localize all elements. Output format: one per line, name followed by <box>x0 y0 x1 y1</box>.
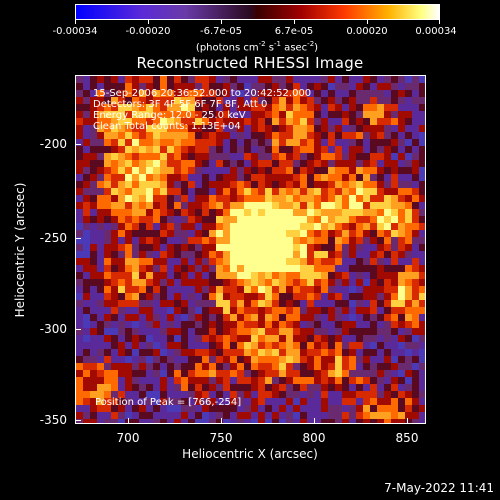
info-time-range: 15-Sep-2006 20:36:52.000 to 20:42:52.000 <box>93 88 312 99</box>
colorbar-tick-label: 0.00020 <box>346 26 388 37</box>
x-tick-label: 750 <box>209 431 233 445</box>
y-tick-label: -200 <box>39 137 67 151</box>
x-major-tick <box>314 418 315 424</box>
colorbar-tick <box>148 20 149 24</box>
x-axis-label: Heliocentric X (arcsec) <box>182 447 318 461</box>
y-tick-label: -350 <box>39 413 67 427</box>
colorbar-tick-label: 0.00034 <box>415 26 457 37</box>
x-major-tick <box>128 418 129 424</box>
image-plot-area <box>75 75 426 424</box>
colorbar-tick <box>221 20 222 24</box>
x-tick-label: 800 <box>302 431 326 445</box>
rhessi-image-heatmap <box>76 76 425 423</box>
colorbar-units: (photons cm-2 s-1 asec-2) <box>195 40 319 54</box>
y-axis-label: Heliocentric Y (arcsec) <box>13 182 27 318</box>
x-major-tick <box>221 418 222 424</box>
generation-timestamp: 7-May-2022 11:41 <box>384 481 494 495</box>
colorbar-tick-label: -0.00020 <box>125 26 171 37</box>
info-detectors: Detectors: 3F 4F 5F 6F 7F 8F, Att 0 <box>93 99 268 110</box>
y-major-tick <box>75 420 81 421</box>
x-tick-label: 850 <box>395 431 419 445</box>
y-tick-label: -300 <box>39 322 67 336</box>
info-peak-position: Position of Peak = [766,-254] <box>95 397 242 408</box>
colorbar-tick <box>75 20 76 24</box>
y-major-tick <box>75 144 81 145</box>
colorbar-tick-label: -6.7e-05 <box>200 26 242 37</box>
info-total-counts: Clean Total counts: 1.13E+04 <box>93 121 241 132</box>
colorbar-tick <box>367 20 368 24</box>
colorbar <box>75 4 440 20</box>
colorbar-tick <box>439 20 440 24</box>
x-major-tick <box>407 418 408 424</box>
y-major-tick <box>75 238 81 239</box>
x-tick-label: 700 <box>116 431 140 445</box>
info-energy-range: Energy Range: 12.0 - 25.0 keV <box>93 110 246 121</box>
y-major-tick <box>75 329 81 330</box>
colorbar-tick-label: 6.7e-05 <box>274 26 314 37</box>
y-tick-label: -250 <box>39 231 67 245</box>
colorbar-tick <box>294 20 295 24</box>
colorbar-tick-label: -0.00034 <box>52 26 98 37</box>
plot-title: Reconstructed RHESSI Image <box>136 54 364 72</box>
